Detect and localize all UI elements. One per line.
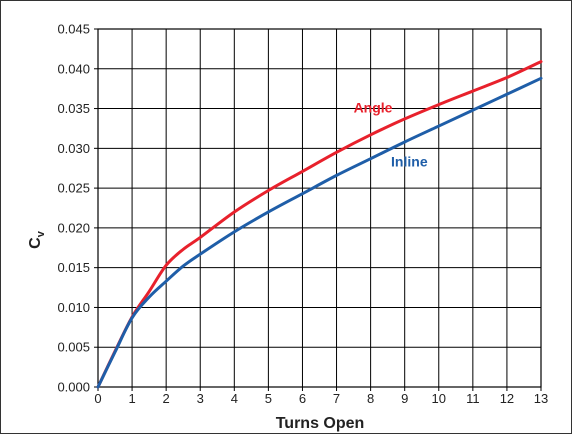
x-tick-label: 8 [367, 391, 374, 406]
x-tick-label: 11 [466, 391, 480, 406]
plot-area [97, 28, 542, 388]
y-axis-ticks: 0.000 0.005 0.010 0.015 0.020 0.025 0.030 0.035… [57, 22, 98, 395]
series-line-angle [96, 60, 543, 389]
x-axis-ticks: 0 1 2 3 4 5 6 7 8 9 10 11 12 13 [94, 387, 548, 406]
y-axis-title-subscript: v [35, 230, 47, 237]
x-tick-label: 4 [231, 391, 238, 406]
x-tick-label: 13 [534, 391, 548, 406]
x-axis-title: Turns Open [276, 415, 365, 432]
y-tick-label: 0.015 [57, 260, 90, 275]
y-tick-label: 0.045 [57, 22, 90, 37]
series-label-angle: Angle [354, 100, 393, 116]
y-tick-label: 0.010 [57, 300, 90, 315]
series-lines [96, 60, 543, 389]
x-tick-label: 5 [265, 391, 272, 406]
series-label-inline: Inline [391, 154, 428, 170]
x-tick-label: 9 [401, 391, 408, 406]
y-axis-title: Cv [27, 230, 47, 249]
series-labels: Angle Inline [354, 100, 428, 170]
y-tick-label: 0.035 [57, 101, 90, 116]
y-tick-label: 0.005 [57, 340, 90, 355]
x-tick-label: 0 [94, 391, 101, 406]
y-tick-label: 0.020 [57, 220, 90, 235]
x-tick-label: 6 [299, 391, 306, 406]
x-tick-label: 1 [128, 391, 135, 406]
x-tick-label: 2 [163, 391, 170, 406]
x-tick-label: 12 [500, 391, 514, 406]
y-tick-label: 0.030 [57, 141, 90, 156]
y-axis-title-base: C [27, 237, 44, 249]
y-tick-label: 0.040 [57, 61, 90, 76]
y-tick-label: 0.000 [57, 380, 90, 395]
y-tick-label: 0.025 [57, 181, 90, 196]
x-tick-label: 3 [197, 391, 204, 406]
x-tick-label: 7 [333, 391, 340, 406]
x-tick-label: 10 [432, 391, 446, 406]
series-line-inline [96, 76, 543, 389]
